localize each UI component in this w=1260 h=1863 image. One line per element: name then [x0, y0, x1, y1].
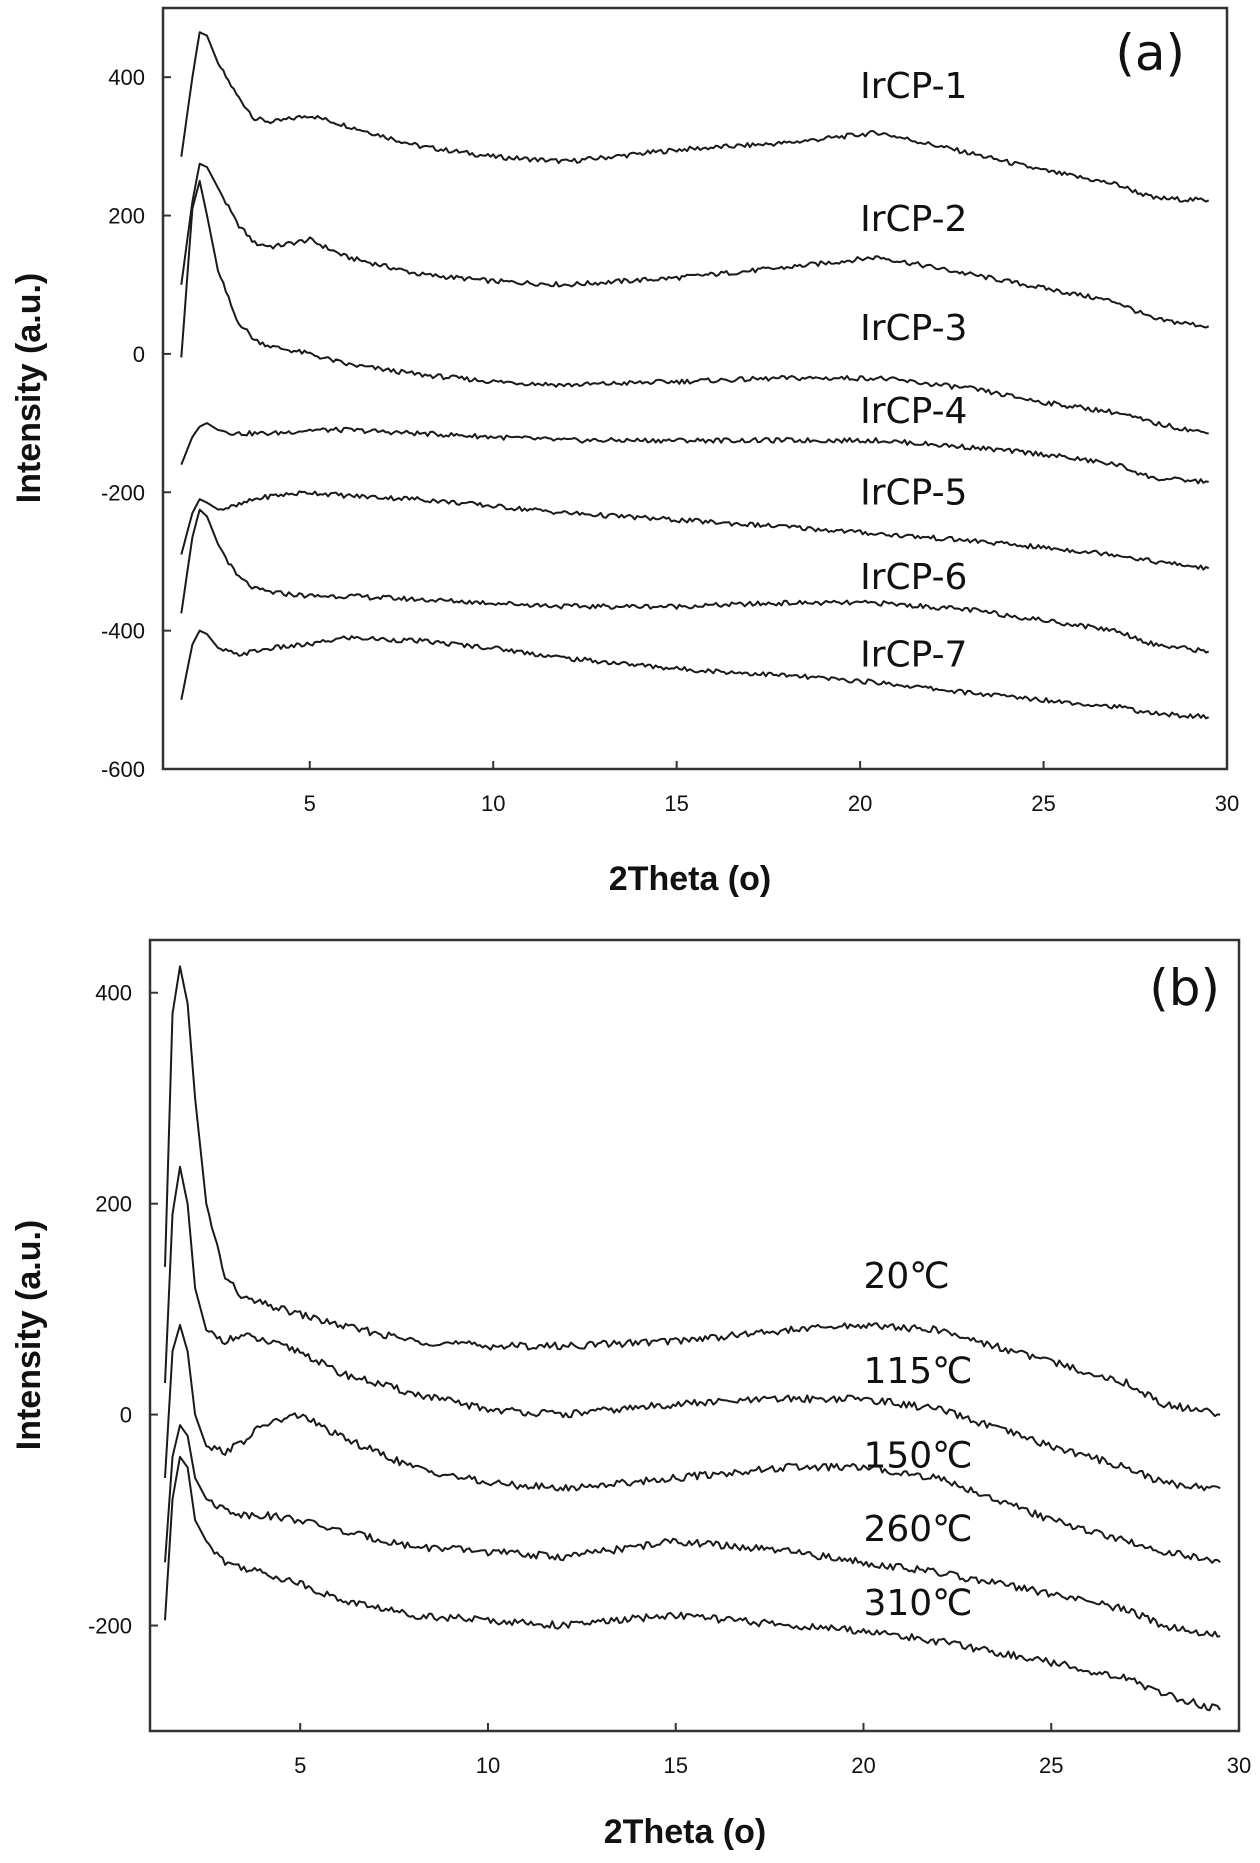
panel-b-x-tick-label: 5	[294, 1753, 306, 1778]
panel-b-x-axis-title: 2Theta (o)	[604, 1813, 766, 1851]
panel-b-x-tick-label: 25	[1039, 1753, 1063, 1778]
panel-a-plot-frame	[161, 6, 1229, 771]
panel-b-series-label: 260℃	[863, 1509, 972, 1550]
panel-a-x-tick-label: 5	[304, 791, 316, 816]
panel-a-label: (a)	[1115, 24, 1185, 82]
panel-b-y-tick-label: -200	[88, 1614, 132, 1639]
panel-b-plot-frame	[148, 938, 1241, 1733]
panel-b: -200 0 200 400 5 10 15 20 25 30 20℃ 115℃ 150℃ 260℃ 3…	[10, 938, 1251, 1851]
panel-a-series-line	[180, 490, 1210, 571]
panel-a-y-tick-label: -400	[101, 619, 145, 644]
panel-a-x-tick-label: 30	[1215, 791, 1239, 816]
panel-a-series-label: IrCP-7	[860, 635, 967, 676]
panel-b-series-line	[164, 1165, 1221, 1492]
panel-a-x-tick-label: 20	[848, 791, 872, 816]
panel-a-y-tick-label: 0	[133, 342, 145, 367]
panel-b-y-axis-title: Intensity (a.u.)	[10, 1220, 48, 1450]
panel-b-series-label: 20℃	[863, 1256, 949, 1297]
panel-a: -600 -400 -200 0 200 400 5 10 15 20 25 30 IrCP-1 Ir…	[10, 6, 1239, 898]
panel-a-series-label: IrCP-6	[860, 557, 967, 598]
panel-a-y-tick-label: -600	[101, 757, 145, 782]
panel-a-series-line	[180, 31, 1210, 203]
panel-b-x-tick-label: 10	[476, 1753, 500, 1778]
panel-a-y-axis-title: Intensity (a.u.)	[10, 273, 48, 503]
panel-a-series-label: IrCP-5	[860, 473, 967, 514]
panel-a-x-tick-label: 25	[1031, 791, 1055, 816]
panel-b-series-line	[164, 1424, 1221, 1638]
panel-b-series-line	[164, 1455, 1222, 1712]
panel-a-y-tick-label: -200	[101, 480, 145, 505]
panel-b-series-label: 150℃	[863, 1435, 972, 1476]
panel-a-series-line	[180, 629, 1210, 720]
panel-b-y-tick-label: 0	[120, 1403, 132, 1428]
panel-a-series-line	[180, 180, 1209, 435]
panel-a-y-tick-label: 400	[108, 65, 145, 90]
panel-b-x-tick-label: 20	[851, 1753, 875, 1778]
panel-a-series-label: IrCP-4	[860, 391, 967, 432]
panel-b-series-label: 310℃	[863, 1583, 972, 1624]
panel-a-series-line	[180, 162, 1210, 329]
panel-b-series-line	[164, 965, 1221, 1418]
panel-a-series-label: IrCP-3	[860, 308, 967, 349]
panel-a-x-axis-title: 2Theta (o)	[609, 860, 771, 898]
panel-b-series-label: 115℃	[863, 1351, 972, 1392]
panel-b-label: (b)	[1149, 959, 1220, 1017]
panel-b-y-tick-label: 400	[95, 981, 132, 1006]
panel-a-y-tick-label: 200	[108, 204, 145, 229]
panel-a-series-line	[180, 422, 1209, 485]
panel-a-x-tick-label: 10	[481, 791, 505, 816]
panel-b-x-tick-label: 30	[1227, 1753, 1251, 1778]
panel-a-series-line	[180, 508, 1210, 654]
panel-b-series-line	[164, 1324, 1221, 1564]
panel-b-x-tick-label: 15	[663, 1753, 687, 1778]
panel-a-series-label: IrCP-1	[860, 66, 967, 107]
panel-a-series-label: IrCP-2	[860, 199, 967, 240]
panel-a-x-tick-label: 15	[664, 791, 688, 816]
panel-b-y-tick-label: 200	[95, 1192, 132, 1217]
